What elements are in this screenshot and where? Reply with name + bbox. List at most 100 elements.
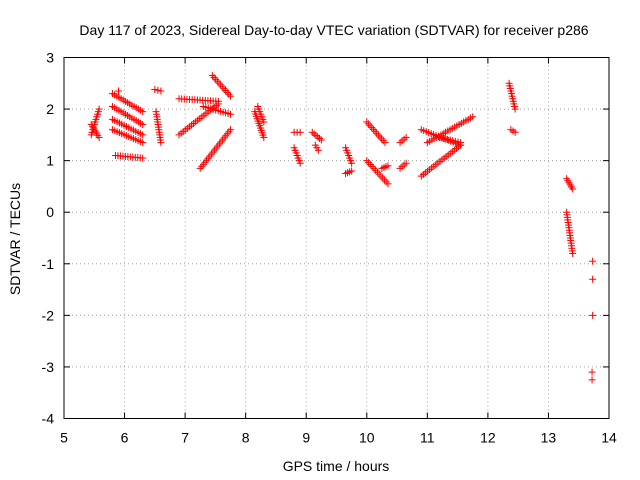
x-tick-label: 10 bbox=[359, 430, 375, 446]
y-tick-label: -4 bbox=[42, 411, 55, 427]
data-point bbox=[366, 161, 374, 169]
data-point bbox=[384, 180, 392, 188]
data-point bbox=[312, 131, 320, 139]
data-point bbox=[469, 113, 477, 121]
data-point bbox=[223, 88, 231, 96]
data-point bbox=[139, 139, 147, 147]
data-point bbox=[310, 130, 318, 138]
x-tick-label: 14 bbox=[601, 430, 617, 446]
data-point bbox=[384, 162, 392, 170]
data-point bbox=[225, 90, 233, 98]
data-point bbox=[348, 167, 356, 175]
data-point bbox=[220, 85, 228, 93]
y-axis-label: SDTVAR / TECUs bbox=[7, 183, 23, 295]
data-point bbox=[569, 185, 577, 193]
y-tick-label: -1 bbox=[42, 256, 55, 272]
y-tick-labels: -4 -3 -2 -1 0 1 2 3 bbox=[42, 50, 55, 427]
x-tick-label: 5 bbox=[60, 430, 68, 446]
data-point bbox=[208, 72, 216, 80]
data-point bbox=[511, 105, 519, 113]
data-point bbox=[379, 137, 387, 145]
x-axis-label: GPS time / hours bbox=[283, 458, 390, 474]
data-point bbox=[348, 159, 356, 167]
x-tick-label: 12 bbox=[480, 430, 496, 446]
data-point bbox=[368, 162, 376, 170]
data-point bbox=[157, 139, 165, 147]
data-point bbox=[314, 133, 322, 141]
y-tick-label: -3 bbox=[42, 359, 55, 375]
data-point bbox=[589, 275, 597, 283]
data-point bbox=[296, 159, 304, 167]
data-point bbox=[218, 83, 226, 91]
x-tick-label: 11 bbox=[420, 430, 435, 446]
data-point bbox=[369, 125, 377, 133]
data-point bbox=[511, 128, 519, 136]
data-point bbox=[371, 127, 379, 135]
data-point bbox=[378, 135, 386, 143]
data-point bbox=[379, 174, 387, 182]
data-point bbox=[589, 257, 597, 265]
data-point bbox=[376, 133, 384, 141]
y-tick-label: 2 bbox=[46, 101, 54, 117]
data-point bbox=[381, 139, 389, 147]
data-point bbox=[588, 376, 596, 384]
x-tick-label: 7 bbox=[181, 430, 189, 446]
data-point bbox=[402, 159, 410, 167]
x-tick-label: 6 bbox=[121, 430, 129, 446]
data-point bbox=[374, 131, 382, 139]
data-point bbox=[377, 172, 385, 180]
x-tick-label: 8 bbox=[242, 430, 250, 446]
data-point bbox=[217, 81, 225, 89]
data-point bbox=[457, 139, 465, 147]
data-point bbox=[364, 120, 372, 128]
data-point bbox=[588, 368, 596, 376]
data-point bbox=[212, 75, 220, 83]
data-point bbox=[95, 133, 103, 141]
data-point bbox=[210, 73, 218, 81]
data-point bbox=[227, 110, 235, 118]
data-point bbox=[366, 122, 374, 130]
x-tick-label: 13 bbox=[541, 430, 557, 446]
data-point bbox=[373, 168, 381, 176]
data-point bbox=[95, 105, 103, 113]
data-point bbox=[382, 178, 390, 186]
y-tick-label: 0 bbox=[46, 204, 54, 220]
data-point bbox=[214, 100, 222, 108]
y-tick-label: 1 bbox=[46, 153, 54, 169]
data-point bbox=[569, 249, 577, 257]
data-point bbox=[365, 159, 373, 167]
data-point bbox=[316, 134, 324, 142]
data-point bbox=[317, 136, 325, 144]
plot-frame bbox=[63, 57, 610, 419]
data-point bbox=[373, 129, 381, 137]
data-point bbox=[372, 166, 380, 174]
data-point bbox=[154, 86, 162, 94]
data-point bbox=[213, 77, 221, 85]
data-point bbox=[308, 128, 316, 136]
data-point bbox=[139, 108, 147, 116]
data-point bbox=[115, 87, 122, 95]
x-tick-label: 9 bbox=[302, 430, 310, 446]
data-point bbox=[215, 79, 223, 87]
data-point bbox=[139, 154, 147, 162]
data-point bbox=[380, 176, 388, 184]
data-point bbox=[368, 124, 376, 132]
data-point bbox=[227, 126, 235, 134]
axis-ticks bbox=[63, 57, 610, 419]
data-point bbox=[222, 87, 230, 95]
grid-lines bbox=[64, 57, 609, 419]
data-point bbox=[260, 133, 268, 141]
data-point bbox=[296, 128, 304, 136]
data-point bbox=[227, 92, 235, 100]
chart-title: Day 117 of 2023, Sidereal Day-to-day VTE… bbox=[79, 22, 588, 38]
y-tick-label: -2 bbox=[42, 307, 55, 323]
data-point bbox=[260, 118, 268, 126]
data-point bbox=[363, 118, 371, 126]
y-tick-label: 3 bbox=[46, 50, 54, 66]
data-points bbox=[87, 72, 597, 384]
data-point bbox=[363, 157, 371, 165]
data-point bbox=[139, 121, 147, 129]
data-point bbox=[157, 87, 165, 95]
data-point bbox=[589, 311, 597, 319]
